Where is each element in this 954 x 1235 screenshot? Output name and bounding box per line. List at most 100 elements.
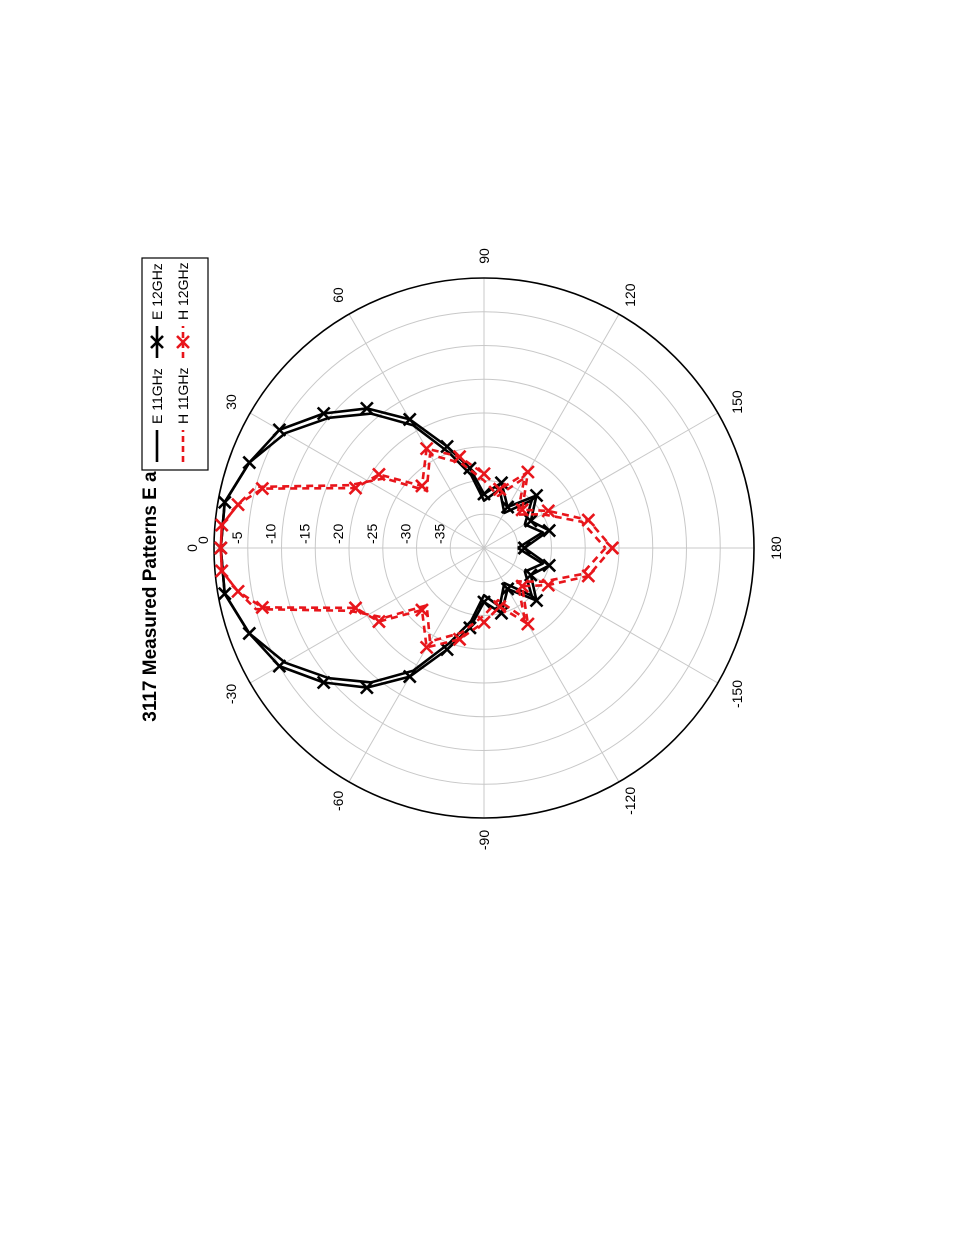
x-marker (440, 439, 454, 454)
grid-spoke (348, 313, 485, 549)
angle-tick-label: 60 (330, 287, 346, 303)
x-marker (415, 603, 429, 617)
x-marker (440, 642, 454, 657)
grid-spoke (348, 547, 485, 783)
x-marker (272, 659, 287, 674)
x-marker (452, 632, 467, 647)
tick-labels: 0 30 60 90 120 150 180 -150 -120 -90 -60 -30 0 -5 -10 -… (184, 248, 784, 850)
x-marker (520, 465, 535, 479)
x-marker (359, 680, 374, 695)
legend-item: E 12GHz (149, 263, 165, 358)
radial-tick-label: -10 (263, 524, 279, 544)
grid-spoke (483, 412, 719, 549)
angle-tick-label: -90 (476, 830, 492, 850)
x-marker (242, 626, 257, 641)
angle-tick-label: 90 (476, 248, 492, 264)
radial-tick-label: 0 (195, 536, 211, 544)
radial-tick-label: -20 (330, 524, 346, 544)
x-marker (581, 513, 596, 527)
x-marker (213, 541, 228, 555)
legend-label: E 12GHz (149, 263, 165, 320)
x-marker (214, 518, 229, 532)
x-marker (217, 586, 232, 601)
x-marker (372, 467, 386, 482)
x-marker (477, 487, 491, 501)
legend-item: E 11GHz (149, 368, 165, 462)
x-marker (523, 514, 538, 528)
angle-tick-label: 30 (223, 394, 239, 410)
x-marker (150, 335, 164, 349)
x-marker (500, 582, 515, 596)
x-marker (402, 412, 417, 427)
x-marker (231, 497, 245, 512)
x-marker (415, 479, 429, 493)
radial-tick-label: -5 (229, 531, 245, 544)
x-marker (402, 669, 417, 684)
x-marker (515, 502, 530, 517)
radial-tick-label: -30 (398, 524, 414, 544)
x-marker (419, 640, 434, 655)
angle-tick-label: 120 (622, 283, 638, 307)
x-marker (359, 401, 374, 416)
legend-label: E 11GHz (149, 368, 165, 424)
x-marker (217, 495, 232, 510)
x-marker (529, 593, 544, 608)
angle-tick-label: -120 (622, 787, 638, 815)
x-marker (492, 599, 507, 614)
legend-label: H 11GHz (175, 367, 191, 424)
angle-tick-label: -60 (330, 791, 346, 811)
x-marker (176, 335, 190, 349)
angle-tick-label: 0 (184, 544, 200, 552)
series-h-12ghz (213, 441, 620, 655)
series-line (219, 453, 607, 643)
series-h-11ghz (219, 453, 607, 643)
legend-item: H 12GHz (175, 262, 191, 358)
x-marker (542, 523, 557, 538)
x-marker (255, 481, 270, 496)
x-marker (316, 406, 331, 421)
x-marker (419, 441, 434, 456)
radial-tick-label: -35 (431, 524, 447, 544)
x-marker (517, 541, 532, 555)
x-marker (272, 422, 287, 437)
x-marker (452, 449, 467, 464)
x-marker (214, 564, 229, 578)
x-marker (605, 541, 620, 555)
x-marker (372, 614, 386, 629)
angle-tick-label: 180 (768, 536, 784, 560)
x-marker (255, 600, 270, 615)
radial-tick-label: -25 (364, 524, 380, 544)
x-marker (477, 595, 491, 609)
rotated-figure: 0 30 60 90 120 150 180 -150 -120 -90 -60 -30 0 -5 -10 -… (140, 248, 784, 850)
angle-tick-label: -30 (223, 684, 239, 704)
legend-label: H 12GHz (175, 262, 191, 320)
legend-box (141, 257, 209, 471)
x-marker (541, 578, 556, 593)
x-marker (477, 466, 491, 481)
x-marker (541, 503, 556, 518)
x-marker (500, 500, 515, 514)
angle-tick-label: -150 (729, 680, 745, 708)
x-marker (520, 617, 535, 631)
x-marker (477, 615, 491, 630)
x-marker (542, 558, 557, 573)
x-marker (529, 488, 544, 503)
radial-tick-label: -15 (296, 524, 312, 544)
x-marker (581, 569, 596, 583)
polar-grid (213, 277, 755, 819)
x-marker (515, 579, 530, 594)
legend: E 11GHz E 12GHz H 11GHz H 12GHz (141, 257, 209, 471)
x-marker (492, 482, 507, 497)
x-marker (231, 584, 245, 599)
x-marker (316, 675, 331, 690)
x-marker (242, 455, 257, 470)
outer-ring (213, 277, 755, 819)
grid-spoke (483, 547, 719, 684)
data-series (213, 401, 620, 695)
x-marker (348, 481, 363, 496)
x-marker (523, 568, 538, 582)
angle-tick-label: 150 (729, 390, 745, 414)
x-marker (348, 600, 363, 615)
legend-item: H 11GHz (175, 367, 191, 462)
